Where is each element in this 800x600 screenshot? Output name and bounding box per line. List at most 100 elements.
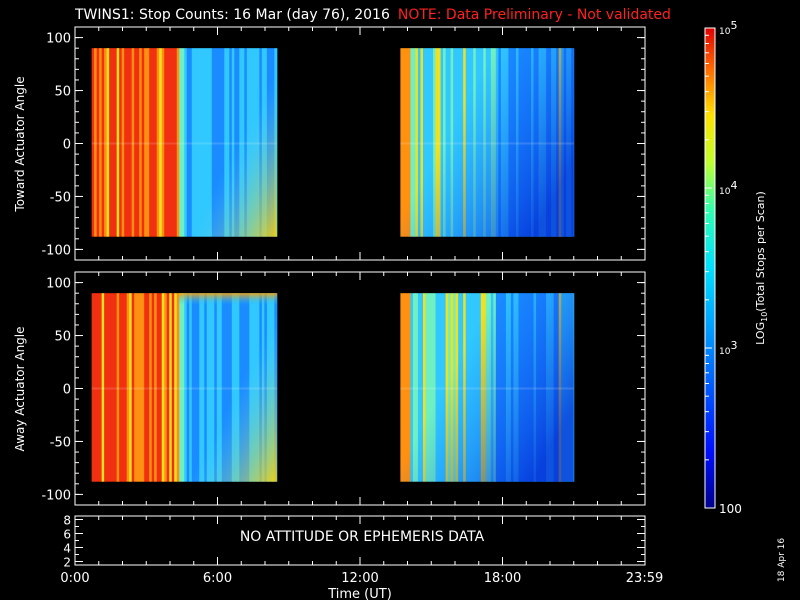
colorbar-tick-label: 105 — [719, 19, 737, 37]
heatmap-strip — [136, 48, 140, 237]
heatmap-strip — [169, 48, 173, 237]
heatmap-strip — [129, 48, 133, 237]
heatmap-zero-band — [91, 387, 277, 390]
heatmap-strip — [176, 293, 180, 482]
heatmap-strip — [124, 48, 128, 237]
title-main: TWINS1: Stop Counts: 16 Mar (day 76), 20… — [75, 7, 390, 23]
ytick-label: 6 — [63, 528, 71, 542]
heatmap-strip — [109, 293, 113, 482]
heatmap-strip — [166, 293, 170, 482]
heatmap-strip — [141, 48, 145, 237]
ytick-label: 2 — [63, 556, 71, 570]
colorbar — [704, 27, 716, 509]
heatmap-strip — [121, 48, 125, 237]
heatmap-strip — [149, 48, 153, 237]
heatmap-strip — [161, 293, 165, 482]
heatmap-overlay — [178, 293, 277, 482]
heatmap-strip — [176, 48, 180, 237]
xtick-label: 0:00 — [60, 571, 89, 586]
heatmap-strip — [154, 293, 158, 482]
heatmap-strip — [154, 48, 158, 237]
heatmap-strip — [144, 293, 148, 482]
heatmap-strip — [146, 293, 150, 482]
heatmap-strip — [159, 48, 163, 237]
heatmap-strip — [159, 293, 163, 482]
heatmap-zero-band — [400, 387, 574, 390]
heatmap-strip — [119, 48, 123, 237]
heatmap-strip — [156, 48, 160, 237]
heatmap-strip — [156, 293, 160, 482]
heatmap-strip — [129, 293, 133, 482]
ylabel-away: Away Actuator Angle — [13, 326, 27, 451]
heatmap-strip — [91, 293, 95, 482]
colorbar-ticks: 105 104 103 100 — [705, 19, 742, 516]
heatmap-strip — [99, 48, 103, 237]
heatmap-strip — [106, 293, 110, 482]
heatmap-strip — [124, 293, 128, 482]
heatmap-strip — [136, 293, 140, 482]
chart-title: TWINS1: Stop Counts: 16 Mar (day 76), 20… — [75, 7, 671, 23]
heatmap-strip — [131, 293, 135, 482]
heatmap-zero-band — [400, 142, 574, 145]
ytick-label: -50 — [50, 190, 71, 205]
heatmap-strip — [171, 293, 175, 482]
heatmap-strip — [96, 48, 100, 237]
xtick-label: 12:00 — [341, 571, 378, 586]
heatmap-strip — [149, 293, 153, 482]
ytick-label: 0 — [63, 138, 71, 153]
ytick-label: 100 — [46, 277, 71, 292]
heatmap-strip — [134, 293, 138, 482]
heatmap-strip — [109, 48, 113, 237]
heatmap-strip — [164, 293, 168, 482]
heatmap-strip — [116, 48, 120, 237]
heatmap-strip — [171, 48, 175, 237]
heatmap-strip — [94, 48, 98, 237]
heatmap-strip — [144, 48, 148, 237]
heatmap-strip — [141, 293, 145, 482]
heatmap-strip — [104, 293, 108, 482]
heatmap-strip — [94, 293, 98, 482]
heatmap-overlay — [400, 48, 574, 237]
colorbar-tick-label: 103 — [719, 339, 737, 357]
heatmap-overlay — [178, 48, 277, 237]
heatmap-strip — [111, 293, 115, 482]
heatmap-overlay — [400, 293, 574, 482]
no-data-message: NO ATTITUDE OR EPHEMERIS DATA — [240, 529, 485, 545]
ytick-label: 100 — [46, 32, 71, 47]
heatmap-strip — [166, 48, 170, 237]
xtick-label: 23:59 — [626, 571, 663, 586]
heatmap-strip — [114, 48, 118, 237]
heatmaps — [91, 48, 575, 482]
heatmap-strip — [119, 293, 123, 482]
ytick-label: 4 — [63, 542, 71, 556]
ytick-label: 0 — [63, 383, 71, 398]
ytick-label: -50 — [50, 435, 71, 450]
ytick-label: -100 — [41, 488, 71, 503]
heatmap-strip — [161, 48, 165, 237]
heatmap-strip — [106, 48, 110, 237]
colorbar-tick-label: 100 — [719, 502, 742, 516]
heatmap-strip — [151, 48, 155, 237]
heatmap-strip — [174, 48, 178, 237]
xtick-label: 6:00 — [203, 571, 232, 586]
heatmap-strip — [101, 48, 105, 237]
heatmap-strip — [151, 293, 155, 482]
heatmap-strip — [131, 48, 135, 237]
heatmap-strip — [114, 293, 118, 482]
heatmap-strip — [126, 293, 130, 482]
ytick-label: 8 — [63, 514, 71, 528]
xlabel: Time (UT) — [327, 587, 392, 600]
heatmap-strip — [116, 293, 120, 482]
heatmap-strip — [101, 293, 105, 482]
colorbar-label: LOG10(Total Stops per Scan) — [754, 191, 769, 345]
heatmap-strip — [111, 48, 115, 237]
heatmap-strip — [169, 293, 173, 482]
heatmap-strip — [139, 48, 143, 237]
ytick-label: 50 — [54, 330, 71, 345]
colorbar-tick-label: 104 — [719, 179, 737, 197]
date-stamp: 18 Apr 16 — [777, 538, 787, 582]
heatmap-strip — [174, 293, 178, 482]
heatmap-strip — [146, 48, 150, 237]
